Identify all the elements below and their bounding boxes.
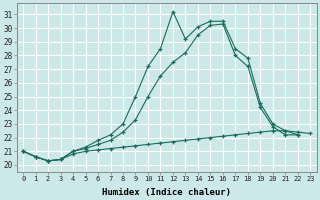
X-axis label: Humidex (Indice chaleur): Humidex (Indice chaleur): [102, 188, 231, 197]
